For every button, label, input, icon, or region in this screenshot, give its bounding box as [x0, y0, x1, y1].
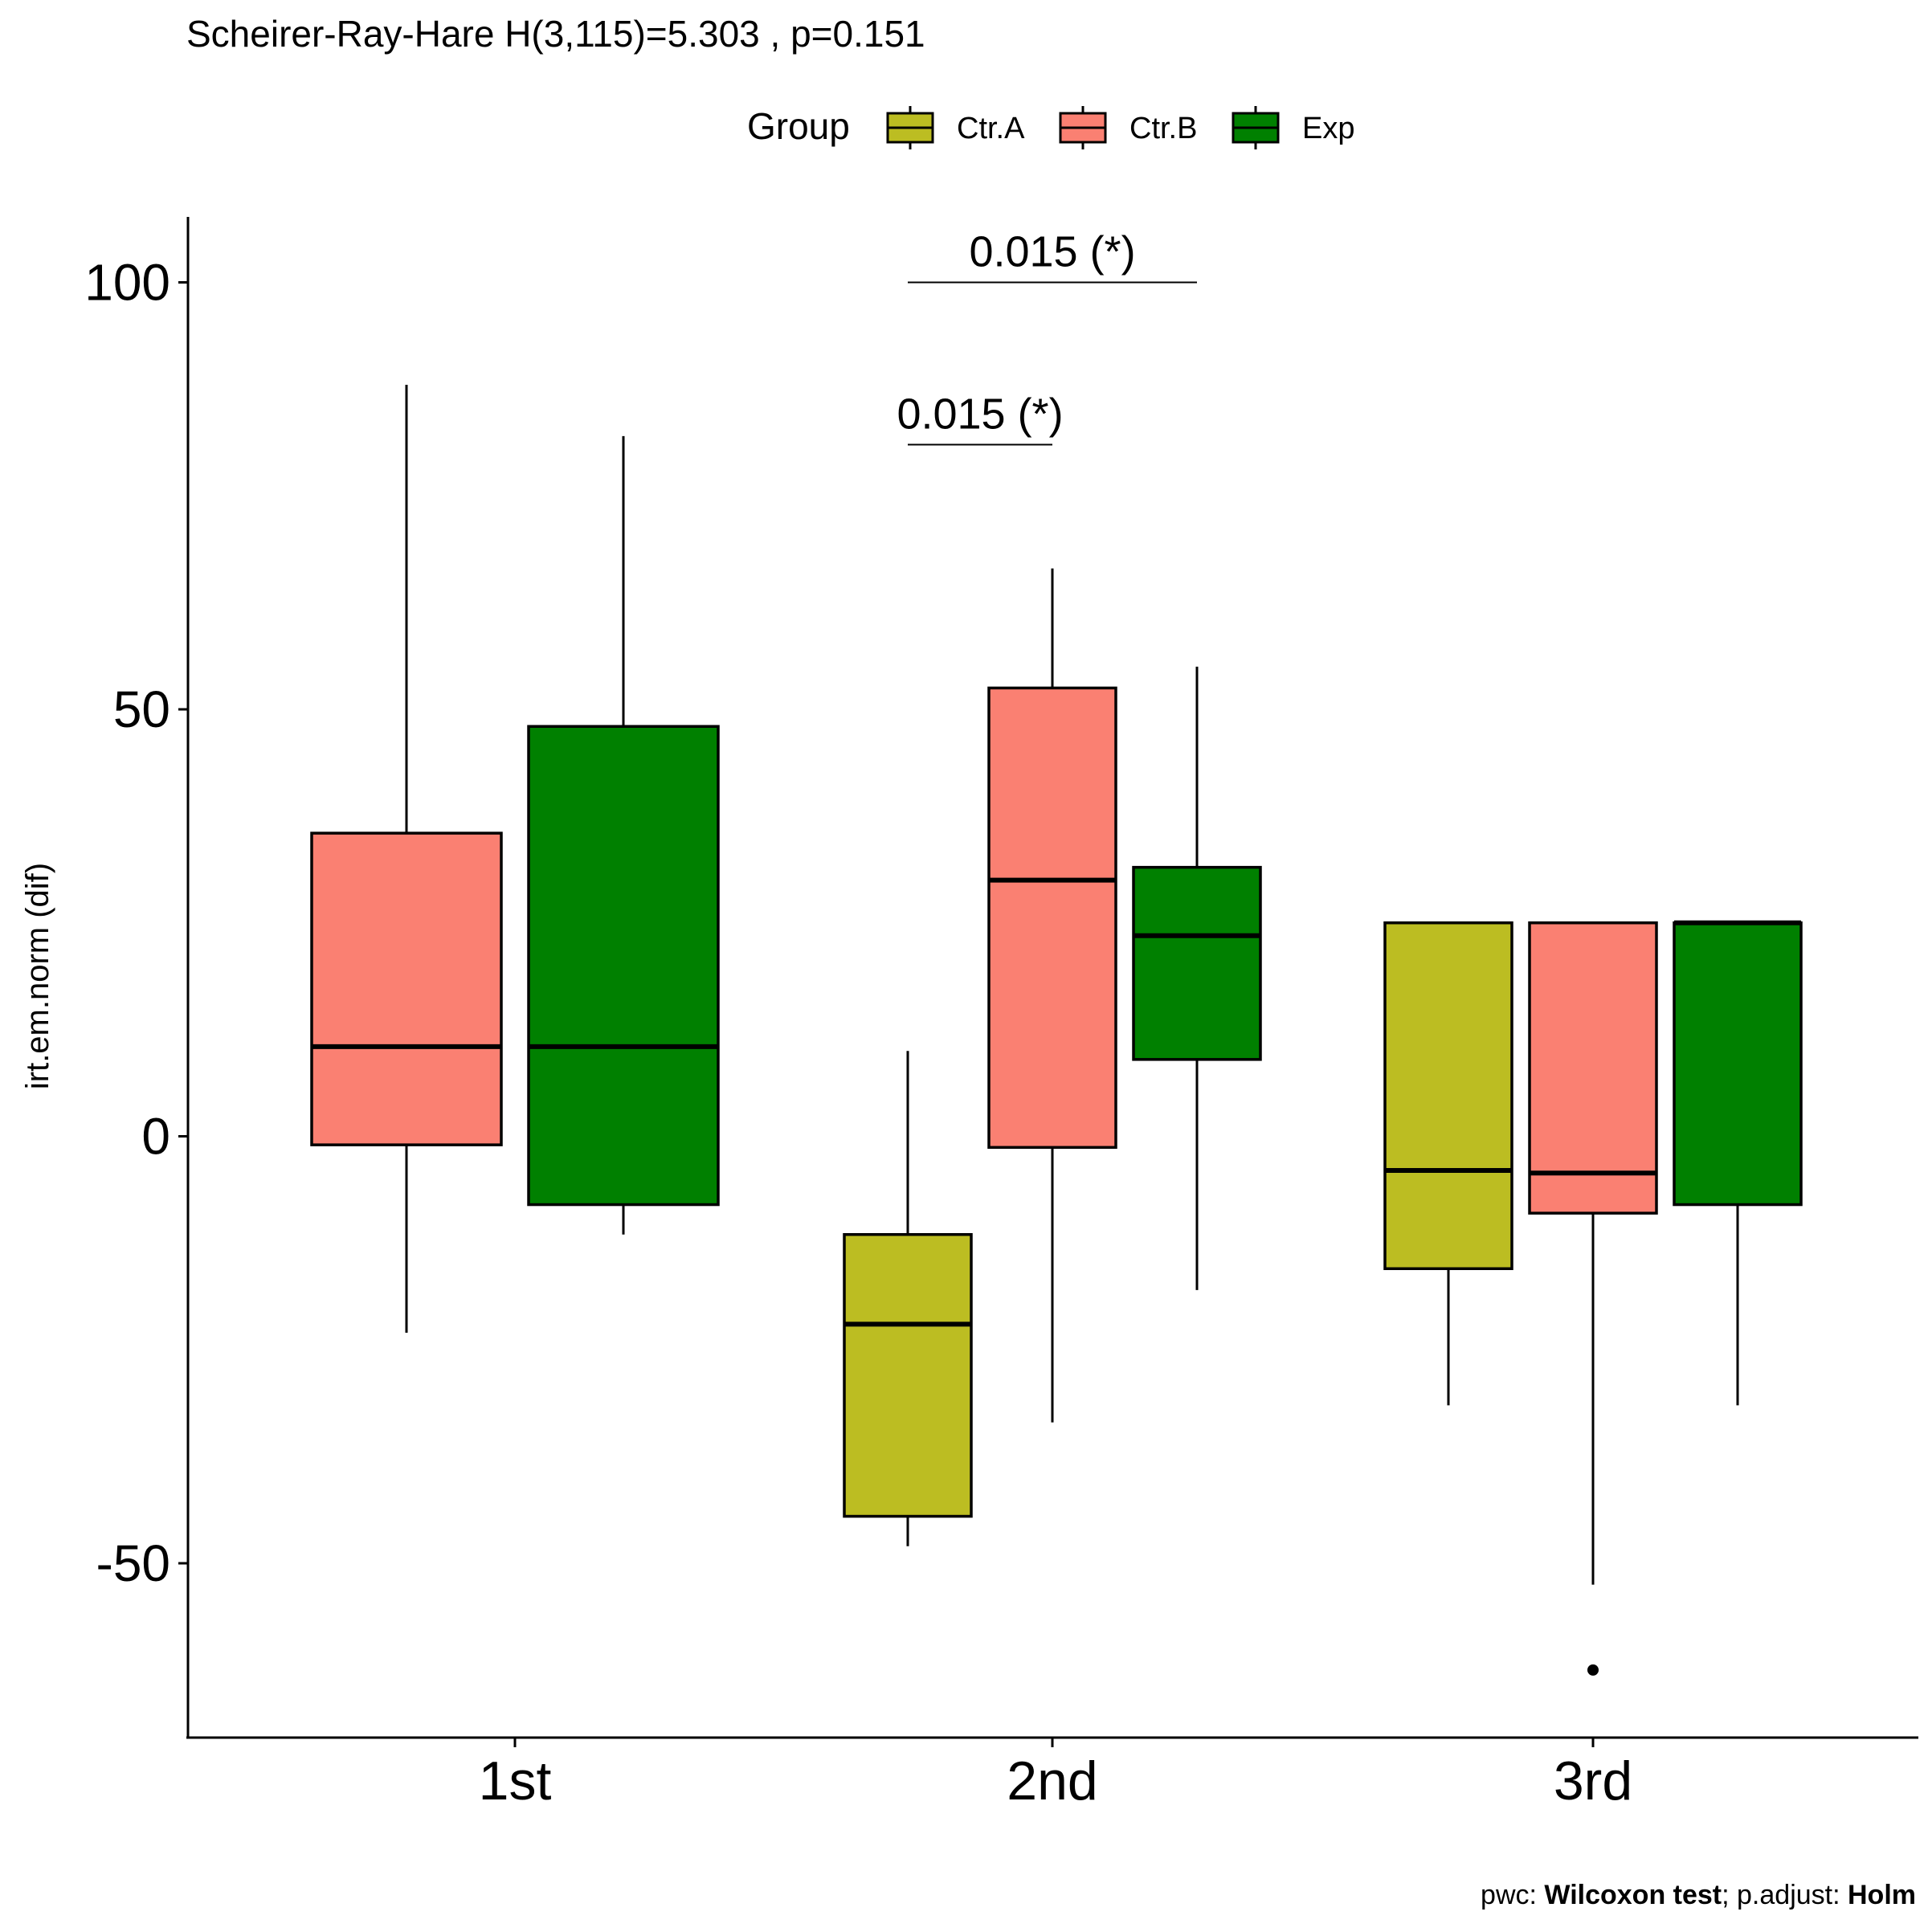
- x-tick-label: 3rd: [1554, 1750, 1632, 1812]
- box-body: [843, 1232, 973, 1518]
- legend-label: Ctr.A: [957, 112, 1025, 145]
- x-tick-label: 1st: [479, 1750, 552, 1812]
- legend-entry-exp: Exp: [1232, 106, 1354, 149]
- box-body: [310, 831, 503, 1146]
- x-axis-ticks: 1st 2nd 3rd: [479, 1738, 1632, 1812]
- legend-entry-ctr-b: Ctr.B: [1059, 106, 1197, 149]
- box-body: [1528, 921, 1658, 1215]
- box-ctr-b-1st: [310, 385, 503, 1333]
- y-tick-label: 0: [141, 1108, 170, 1166]
- legend-entry-ctr-a: Ctr.A: [886, 106, 1025, 149]
- y-tick-label: 100: [84, 254, 170, 312]
- chart-title: Scheirer-Ray-Hare H(3,115)=5.303 , p=0.1…: [186, 13, 925, 55]
- legend-label: Exp: [1302, 112, 1354, 145]
- legend-items: Ctr.A Ctr.B Exp: [886, 106, 1354, 149]
- box-ctr-a-2nd: [843, 1051, 973, 1546]
- box-body: [987, 686, 1117, 1150]
- caption-test: Wilcoxon test: [1544, 1880, 1722, 1910]
- box-body: [1673, 921, 1803, 1207]
- box-body: [1132, 865, 1262, 1061]
- caption: pwc: Wilcoxon test; p.adjust: Holm: [1481, 1880, 1916, 1910]
- legend-label: Ctr.B: [1129, 112, 1197, 145]
- box-exp-1st: [527, 435, 720, 1235]
- box-exp-3rd: [1673, 920, 1803, 1406]
- outlier-point: [1587, 1664, 1599, 1676]
- box-ctr-a-3rd: [1383, 921, 1513, 1406]
- box-body: [1383, 921, 1513, 1271]
- significance-annotations: 0.015 (*) 0.015 (*): [897, 228, 1197, 446]
- caption-middle: ; p.adjust:: [1722, 1880, 1848, 1910]
- caption-method: Holm: [1848, 1880, 1916, 1910]
- x-tick-label: 2nd: [1007, 1750, 1097, 1812]
- box-body: [527, 725, 720, 1207]
- legend-title: Group: [747, 105, 850, 147]
- caption-prefix: pwc:: [1481, 1880, 1544, 1910]
- y-tick-label: -50: [96, 1534, 171, 1592]
- box-exp-2nd: [1132, 666, 1262, 1290]
- y-axis-label: irt.em.norm (dif): [20, 863, 55, 1089]
- y-axis-ticks: -50 0 50 100: [84, 254, 188, 1592]
- significance-label: 0.015 (*): [969, 228, 1135, 276]
- y-tick-label: 50: [113, 680, 170, 738]
- box-ctr-b-2nd: [987, 568, 1117, 1423]
- legend: Group Ctr.A Ctr.B Exp: [747, 105, 1354, 149]
- box-ctr-b-3rd: [1528, 921, 1658, 1676]
- plot-area: [310, 385, 1803, 1676]
- significance-label: 0.015 (*): [897, 390, 1063, 438]
